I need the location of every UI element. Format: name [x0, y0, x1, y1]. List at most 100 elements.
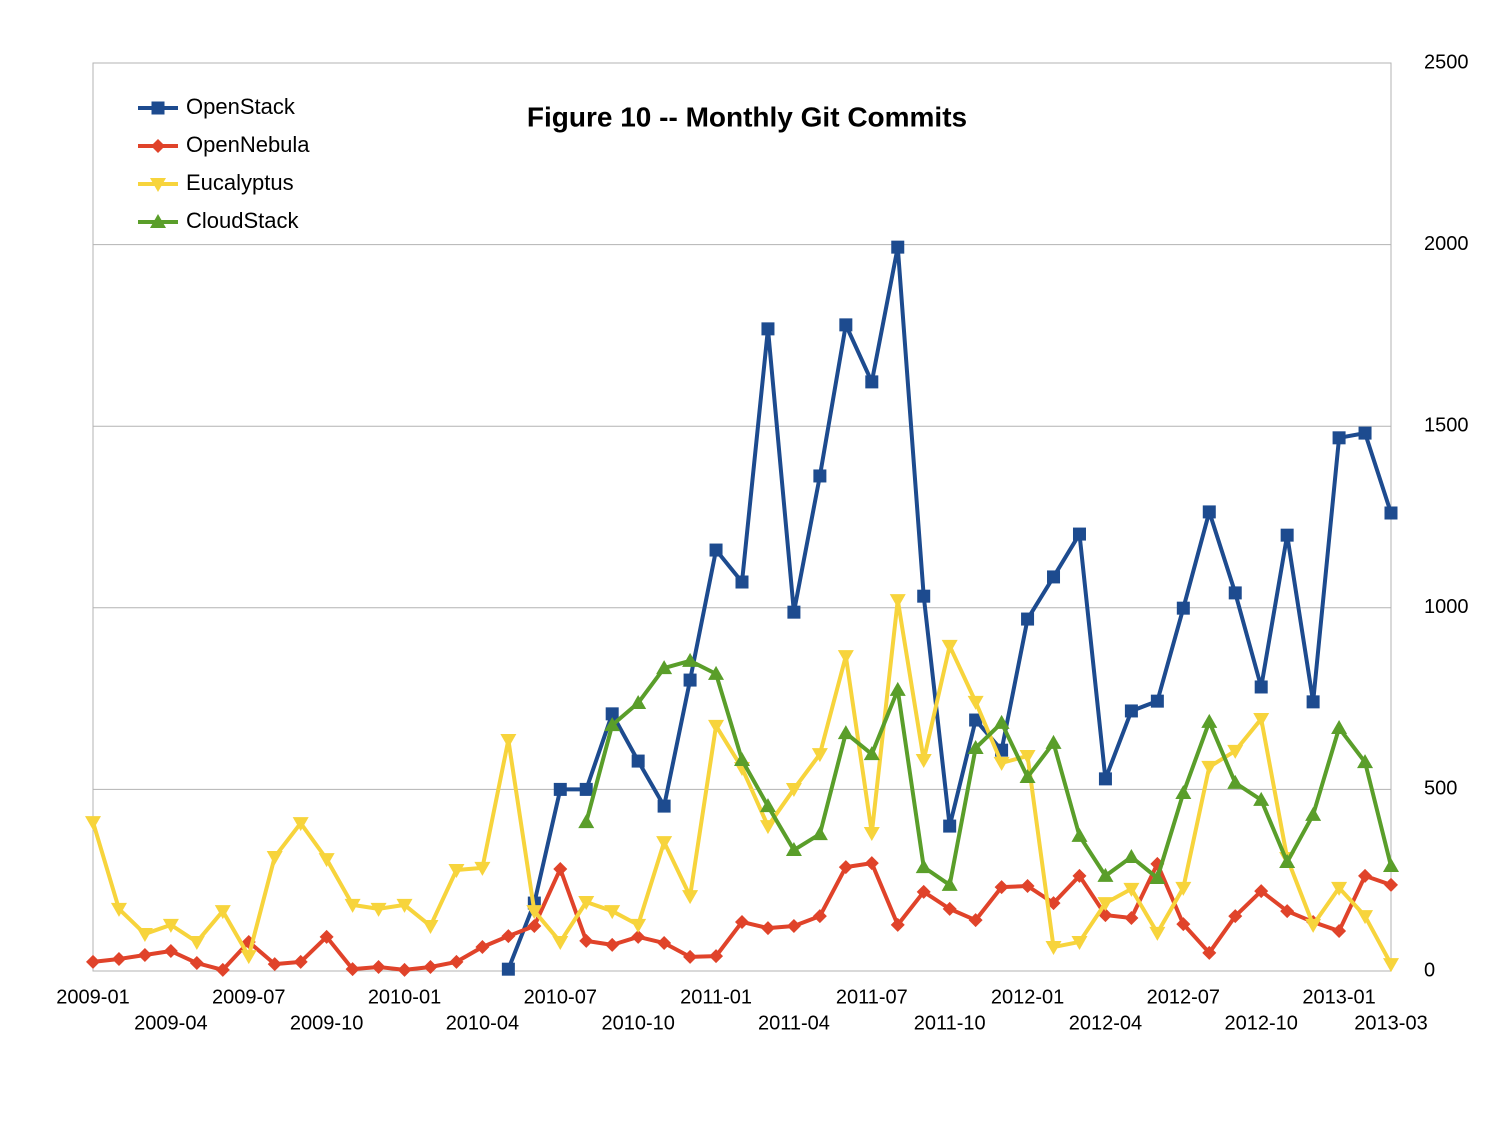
data-point — [474, 861, 491, 876]
data-point — [656, 836, 673, 851]
data-point — [735, 575, 749, 589]
data-point — [1072, 527, 1086, 541]
data-point — [1175, 881, 1192, 896]
data-point — [1280, 904, 1295, 919]
data-point — [682, 652, 699, 667]
data-point — [86, 954, 100, 969]
data-point — [941, 639, 958, 654]
data-point — [371, 960, 386, 975]
data-point — [889, 681, 906, 696]
data-point — [1227, 774, 1244, 789]
data-point — [890, 917, 905, 932]
data-point — [1202, 505, 1216, 519]
data-point — [917, 589, 931, 603]
y-tick-label: 0 — [1424, 959, 1435, 981]
data-point — [1384, 506, 1398, 520]
data-point — [85, 816, 101, 831]
data-point — [604, 717, 621, 732]
y-tick-label: 1000 — [1424, 596, 1469, 618]
data-point — [578, 895, 595, 910]
data-point — [761, 322, 775, 336]
data-point — [812, 909, 827, 924]
data-point — [683, 949, 698, 964]
data-point — [1071, 827, 1088, 842]
data-point — [1280, 528, 1294, 542]
data-point — [1357, 754, 1374, 769]
data-point — [553, 782, 567, 796]
data-point — [1175, 785, 1192, 800]
x-tick-label: 2012-07 — [1147, 986, 1220, 1008]
data-point — [1279, 854, 1296, 869]
legend-label: OpenStack — [186, 94, 296, 119]
data-point — [734, 751, 750, 766]
data-point — [994, 880, 1009, 895]
data-point — [1097, 867, 1114, 882]
data-point — [1123, 882, 1140, 897]
data-point — [787, 605, 801, 619]
data-point — [813, 469, 827, 483]
legend-label: CloudStack — [186, 208, 300, 233]
data-point — [786, 918, 801, 933]
y-tick-label: 2500 — [1424, 51, 1469, 73]
x-tick-label: 2010-10 — [601, 1012, 674, 1034]
data-point — [1123, 848, 1140, 863]
x-tick-label: 2010-04 — [446, 1012, 519, 1034]
data-point — [631, 754, 645, 768]
x-tick-label: 2010-01 — [368, 986, 441, 1008]
data-point — [215, 962, 230, 977]
data-point — [942, 901, 957, 916]
x-tick-label: 2011-04 — [758, 1012, 830, 1034]
data-point — [1332, 924, 1347, 939]
data-point — [839, 318, 853, 332]
data-point — [1045, 941, 1062, 956]
data-point — [500, 734, 517, 749]
data-point — [605, 937, 620, 952]
data-point — [1254, 884, 1269, 899]
data-point — [1306, 695, 1320, 709]
data-point — [1150, 694, 1164, 708]
data-point — [709, 543, 723, 557]
data-point — [915, 859, 932, 874]
data-point — [1020, 879, 1035, 894]
data-point — [1358, 426, 1372, 440]
data-point — [1149, 870, 1166, 885]
data-point — [448, 864, 465, 879]
data-point — [967, 695, 984, 710]
data-point — [553, 861, 568, 876]
data-point — [162, 918, 179, 933]
legend-label: OpenNebula — [186, 132, 310, 157]
data-point — [423, 960, 438, 975]
data-point — [657, 936, 672, 951]
data-point — [214, 905, 231, 920]
data-point — [396, 898, 413, 913]
data-point — [370, 902, 387, 917]
data-point — [785, 842, 802, 857]
data-point — [891, 240, 905, 254]
data-point — [889, 594, 906, 609]
data-point — [449, 954, 464, 969]
data-point — [941, 876, 958, 891]
data-point — [1227, 744, 1244, 759]
data-point — [1332, 431, 1346, 445]
data-point — [111, 952, 126, 967]
data-point — [811, 826, 828, 841]
data-point — [969, 713, 983, 727]
data-point — [657, 799, 671, 813]
data-point — [837, 650, 854, 665]
series-line — [91, 598, 1393, 966]
data-point — [943, 819, 957, 833]
data-point — [604, 905, 621, 920]
data-point — [344, 898, 361, 913]
data-point — [1201, 760, 1218, 775]
data-point — [1228, 909, 1243, 924]
data-point — [163, 944, 178, 959]
data-point — [1331, 720, 1348, 735]
data-point — [422, 919, 439, 934]
data-point — [1176, 917, 1191, 932]
data-point — [137, 948, 152, 963]
x-tick-label: 2012-04 — [1069, 1012, 1142, 1034]
data-point — [709, 949, 724, 964]
data-point — [656, 660, 673, 675]
y-tick-label: 1500 — [1424, 414, 1469, 436]
